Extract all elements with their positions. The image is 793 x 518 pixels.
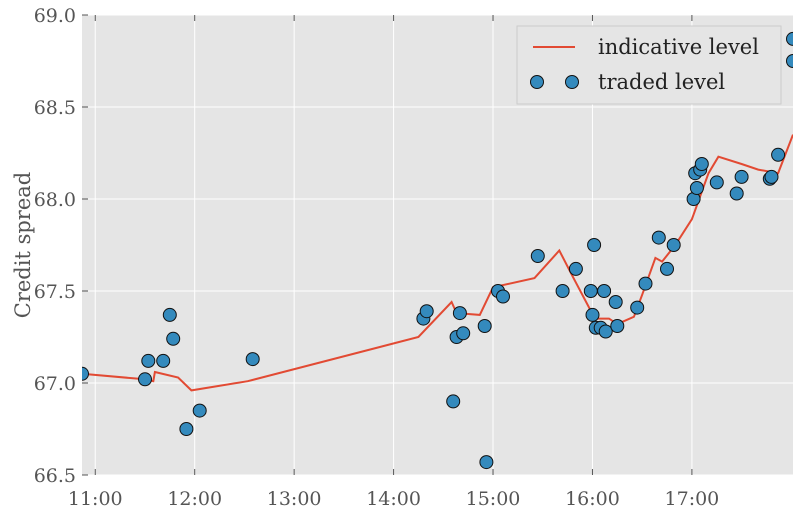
- traded-level-point: [666, 238, 681, 252]
- traded-level-point: [496, 289, 510, 304]
- x-tick-label: 16:00: [565, 488, 620, 510]
- traded-level-point: [689, 181, 704, 195]
- x-tick-label: 14:00: [366, 488, 421, 510]
- traded-level-point: [530, 249, 545, 263]
- traded-level-point: [729, 186, 744, 201]
- gridlines: [82, 14, 793, 476]
- traded-level-point: [786, 31, 793, 46]
- traded-level-point: [608, 295, 623, 309]
- traded-level-point: [598, 324, 613, 339]
- legend-label-indicative-level: indicative level: [598, 35, 759, 59]
- x-tick-label: 17:00: [665, 488, 720, 510]
- y-tick-label: 68.0: [34, 189, 76, 211]
- y-tick-labels: 66.5 67.0 67.5 68.0 68.5 69.0: [34, 5, 76, 487]
- traded-level-point: [82, 366, 89, 381]
- traded-level-point: [477, 319, 492, 333]
- y-tick-label: 66.5: [34, 465, 76, 487]
- x-tick-label: 13:00: [267, 488, 322, 510]
- traded-level-point: [479, 455, 494, 470]
- traded-level-point: [419, 304, 434, 319]
- x-tick-label: 11:00: [68, 488, 123, 510]
- y-tick-label: 67.5: [34, 281, 76, 303]
- traded-level-point: [156, 353, 171, 368]
- legend-box: [516, 25, 782, 105]
- traded-level-point: [452, 306, 467, 321]
- y-tick-label: 69.0: [34, 5, 76, 27]
- traded-level-point: [709, 175, 724, 190]
- traded-level-point: [166, 331, 181, 346]
- traded-level-point: [179, 422, 194, 436]
- traded-level-point: [638, 276, 653, 291]
- traded-level-points: [82, 31, 793, 470]
- traded-level-point: [771, 147, 786, 162]
- x-tick-label: 15:00: [466, 488, 521, 510]
- traded-level-point: [651, 230, 666, 245]
- traded-level-point: [568, 261, 583, 276]
- legend-label-traded-level: traded level: [598, 70, 725, 94]
- legend-dot-marker: [530, 75, 544, 89]
- traded-level-point: [587, 238, 602, 252]
- traded-level-point: [630, 300, 645, 315]
- traded-level-point: [660, 261, 674, 276]
- traded-level-point: [583, 284, 598, 298]
- traded-level-point: [138, 372, 152, 387]
- traded-level-point: [786, 54, 793, 68]
- traded-level-point: [585, 307, 600, 322]
- y-tick-label: 67.0: [34, 373, 76, 395]
- traded-level-point: [446, 394, 461, 409]
- legend: indicative level traded level: [516, 25, 782, 105]
- traded-level-point: [141, 353, 156, 368]
- traded-level-point: [555, 284, 570, 298]
- y-tick-label: 68.5: [34, 97, 76, 119]
- traded-level-point: [162, 307, 177, 322]
- traded-level-point: [734, 169, 749, 184]
- legend-dot-marker: [565, 75, 579, 89]
- axis-ticks: [82, 14, 693, 476]
- traded-level-point: [245, 352, 260, 367]
- traded-level-point: [456, 326, 471, 341]
- traded-level-point: [597, 284, 612, 298]
- traded-level-point: [694, 157, 709, 171]
- x-tick-labels: 11:00 12:00 13:00 14:00 15:00 16:00 17:00: [68, 488, 719, 510]
- traded-level-point: [764, 169, 779, 184]
- y-axis-label: Credit spread: [11, 172, 35, 318]
- traded-level-point: [192, 403, 207, 418]
- indicative-level-line: [82, 134, 793, 392]
- x-tick-label: 12:00: [167, 488, 222, 510]
- traded-level-point: [610, 319, 625, 333]
